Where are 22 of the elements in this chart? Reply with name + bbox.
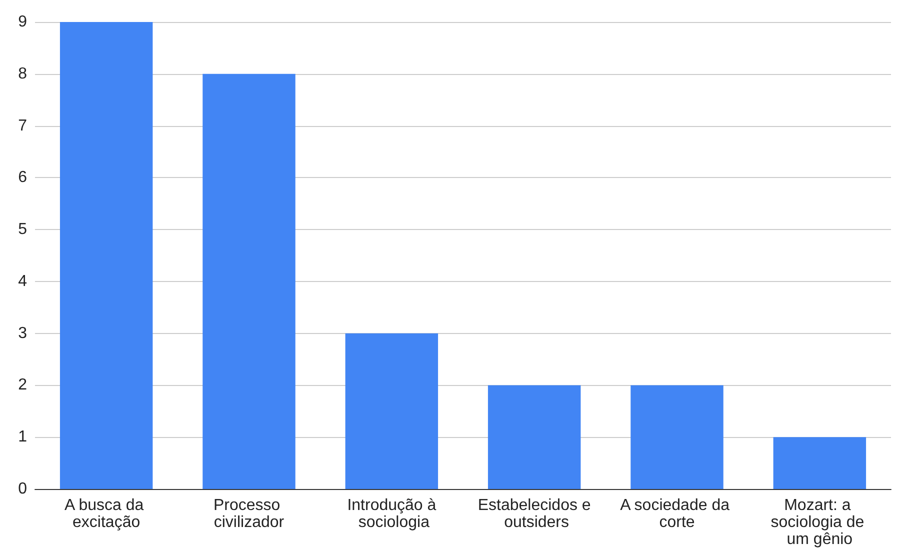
bar [773, 437, 866, 489]
bar [202, 74, 296, 489]
bar [60, 22, 153, 489]
bar [488, 385, 581, 489]
bar [630, 385, 724, 489]
y-tick-label: 4 [18, 272, 28, 290]
x-tick-label: Estabelecidos e outsiders [478, 497, 591, 531]
y-tick-label: 8 [18, 65, 28, 82]
y-tick-label: 6 [18, 169, 28, 186]
y-tick-label: 2 [18, 376, 28, 394]
y-tick-label: 3 [18, 324, 28, 342]
y-tick-label: 7 [18, 117, 28, 134]
y-tick-label: 0 [18, 480, 28, 498]
y-tick-label: 5 [18, 221, 28, 238]
x-tick-label: Introdução à sociologia [347, 497, 436, 531]
x-tick-label: Mozart: a sociologia de um gênio [770, 497, 869, 548]
bar [345, 333, 438, 489]
x-tick-label: A busca da excitação [64, 497, 148, 531]
x-tick-label: Processo civilizador [213, 497, 285, 531]
y-tick-label: 1 [18, 428, 28, 446]
y-tick-label: 9 [18, 14, 28, 30]
x-tick-label: A sociedade da corte [620, 497, 734, 531]
